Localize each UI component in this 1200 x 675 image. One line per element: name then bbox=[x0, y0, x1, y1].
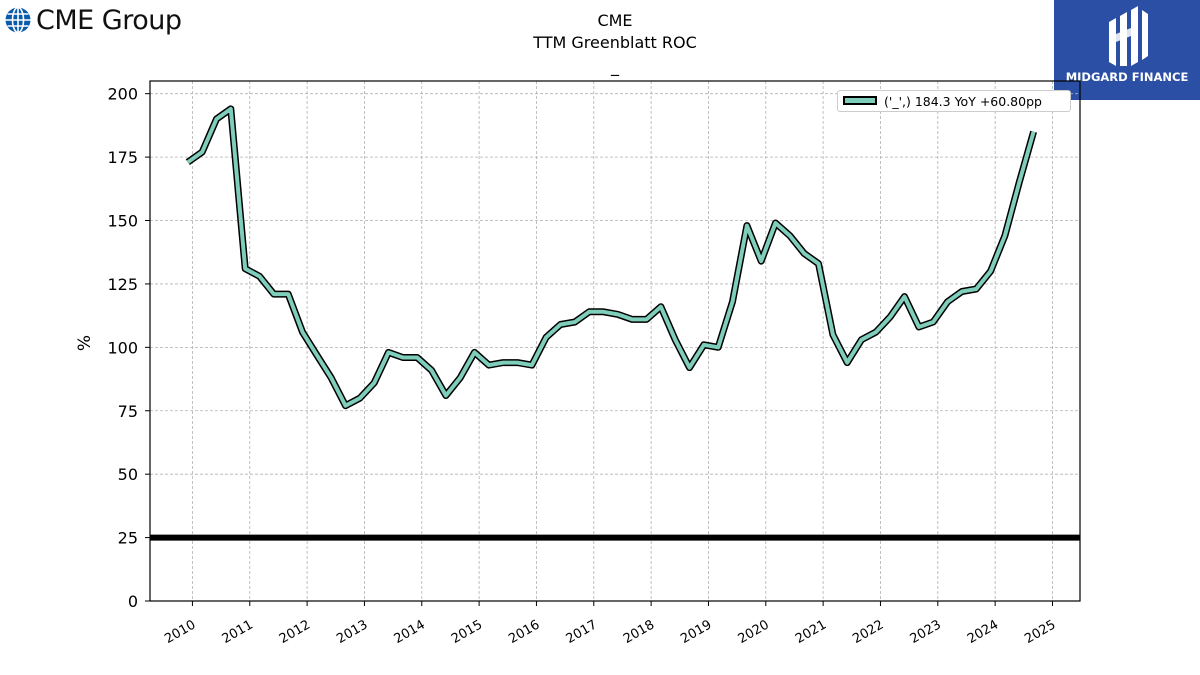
y-tick-label: 175 bbox=[107, 148, 138, 167]
y-tick-label: 125 bbox=[107, 275, 138, 294]
x-tick-label: 2023 bbox=[908, 617, 944, 647]
y-axis-label: % bbox=[75, 335, 95, 351]
x-tick-label: 2016 bbox=[506, 617, 542, 647]
series-line bbox=[186, 106, 1036, 408]
chart-title-line3: _ bbox=[611, 57, 619, 76]
y-tick-label: 100 bbox=[107, 338, 138, 357]
y-axis-ticks: 0 25 50 75 100 125 150 175 200 bbox=[107, 85, 150, 611]
x-tick-label: 2020 bbox=[736, 617, 772, 647]
globe-icon bbox=[5, 6, 31, 34]
grid-lines bbox=[150, 81, 1080, 602]
cme-group-logo-text: CME Group bbox=[36, 4, 182, 36]
x-tick-label: 2021 bbox=[793, 617, 829, 647]
y-tick-label: 150 bbox=[107, 212, 138, 231]
x-tick-label: 2012 bbox=[277, 617, 313, 647]
midgard-emblem-icon bbox=[1109, 6, 1148, 66]
legend-label: ('_',) 184.3 YoY +60.80pp bbox=[884, 94, 1042, 109]
legend-swatch bbox=[843, 96, 877, 105]
series-line-outline bbox=[185, 105, 1037, 410]
x-tick-label: 2017 bbox=[564, 617, 600, 647]
x-tick-label: 2018 bbox=[621, 617, 657, 647]
y-tick-label: 25 bbox=[118, 529, 138, 548]
x-tick-label: 2025 bbox=[1022, 617, 1058, 647]
x-tick-label: 2010 bbox=[162, 617, 198, 647]
x-tick-label: 2024 bbox=[965, 617, 1001, 647]
x-tick-label: 2015 bbox=[449, 617, 485, 647]
x-tick-label: 2022 bbox=[850, 617, 886, 647]
x-tick-label: 2019 bbox=[678, 617, 714, 647]
cme-group-logo: CME Group bbox=[4, 4, 182, 36]
midgard-finance-logo: MIDGARD FINANCE bbox=[1054, 0, 1200, 100]
y-tick-label: 75 bbox=[118, 402, 138, 421]
x-axis-ticks: 2010 2011 2012 2013 2014 2015 2016 2017 2018 2019… bbox=[162, 601, 1058, 647]
plot-frame bbox=[149, 80, 1081, 602]
series-group bbox=[185, 105, 1037, 410]
y-tick-label: 200 bbox=[107, 85, 138, 104]
x-tick-label: 2011 bbox=[220, 617, 256, 647]
midgard-finance-logo-text: MIDGARD FINANCE bbox=[1065, 70, 1189, 84]
chart-title-line2: TTM Greenblatt ROC bbox=[533, 33, 697, 52]
y-tick-label: 50 bbox=[118, 465, 138, 484]
x-tick-label: 2014 bbox=[392, 617, 428, 647]
x-tick-label: 2013 bbox=[334, 617, 370, 647]
legend: ('_',) 184.3 YoY +60.80pp bbox=[837, 90, 1071, 112]
chart-title-line1: CME bbox=[597, 11, 633, 30]
y-tick-label: 0 bbox=[128, 592, 138, 611]
